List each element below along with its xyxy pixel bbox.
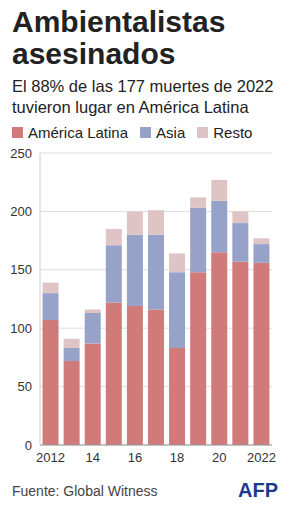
svg-text:50: 50 [18,379,32,394]
html-text:Fuente: Global Witness: Fuente: Global Witness [12,482,158,499]
svg-text:2022: 2022 [247,450,276,465]
html-text:El 88% de las 177 muertes de 2: El 88% de las 177 muertes de 2022 tuvier… [12,77,274,116]
html-text:América Latina: América Latina [28,124,129,141]
svg-text:100: 100 [10,321,32,336]
svg-text:0: 0 [25,438,32,453]
svg-text:20: 20 [212,450,226,465]
svg-text:14: 14 [85,450,99,465]
svg-text:18: 18 [170,450,184,465]
svg-text:2012: 2012 [36,450,65,465]
svg-text:250: 250 [10,146,32,161]
html-text:AFP: AFP [238,479,278,501]
html-text:Asia: Asia [156,124,186,141]
svg-text:200: 200 [10,204,32,219]
svg-text:16: 16 [128,450,142,465]
html-text:Ambientalistas asesinados: Ambientalistas asesinados [12,5,226,70]
html-text:Resto: Resto [213,124,253,141]
svg-text:150: 150 [10,262,32,277]
